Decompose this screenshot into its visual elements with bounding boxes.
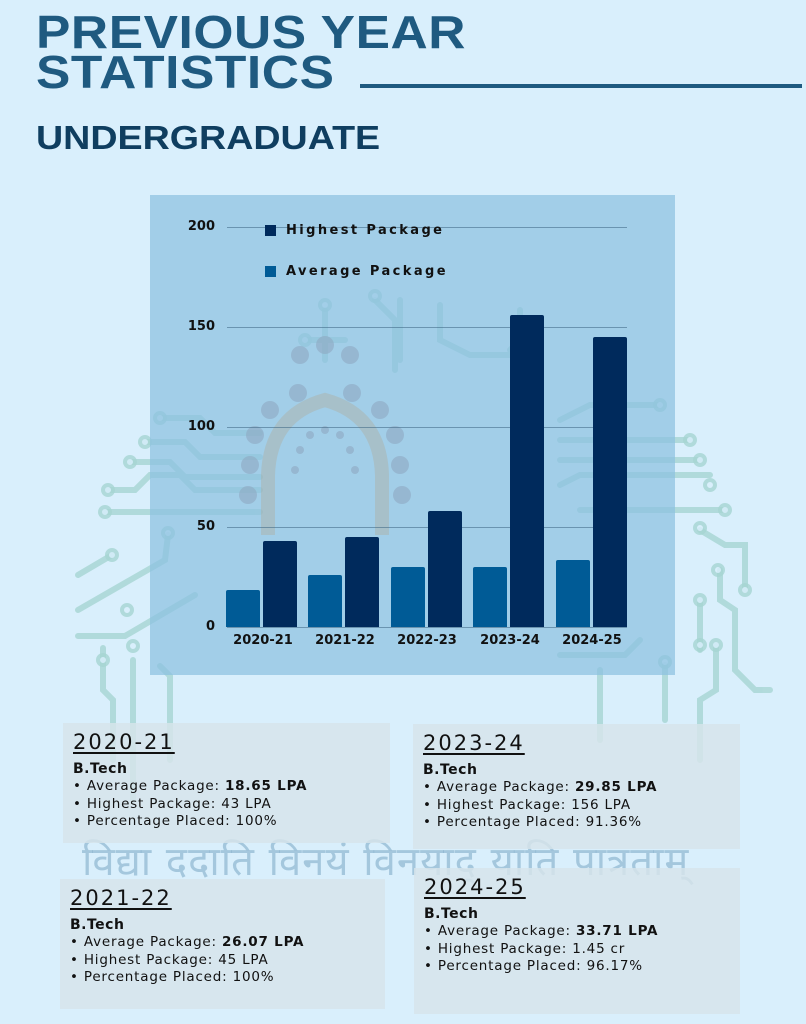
card-program: B.Tech	[423, 762, 478, 778]
y-tick-label: 0	[205, 619, 215, 634]
legend-label: Average Package	[286, 264, 448, 279]
stats-card-2024-25: 2024-25 B.Tech • Average Package: 33.71 …	[414, 868, 740, 1014]
card-year: 2024-25	[424, 875, 526, 899]
gridline	[227, 327, 627, 328]
legend-item-average: Average Package	[265, 264, 448, 279]
y-tick-label: 100	[187, 419, 215, 434]
highest-package-bar-2023-24	[510, 315, 545, 627]
card-average-package: • Average Package: 29.85 LPA	[423, 779, 658, 795]
x-tick-label: 2024-25	[562, 633, 622, 648]
card-average-package: • Average Package: 26.07 LPA	[70, 934, 305, 950]
average-package-bar-2022-23	[390, 567, 425, 627]
card-program: B.Tech	[70, 917, 125, 933]
highest-package-bar-2020-21	[263, 541, 297, 627]
stats-card-2023-24: 2023-24 B.Tech • Average Package: 29.85 …	[413, 724, 740, 849]
card-year: 2023-24	[423, 731, 525, 755]
stats-card-2021-22: 2021-22 B.Tech • Average Package: 26.07 …	[60, 879, 385, 1009]
card-average-package: • Average Package: 18.65 LPA	[73, 778, 308, 794]
legend-swatch-average	[265, 266, 276, 277]
stats-card-2020-21: 2020-21 B.Tech • Average Package: 18.65 …	[63, 723, 390, 843]
card-year: 2020-21	[73, 730, 175, 754]
card-highest-package: • Highest Package: 1.45 cr	[424, 940, 626, 957]
card-percentage-placed: • Percentage Placed: 91.36%	[423, 814, 642, 830]
y-tick-label: 50	[196, 519, 215, 534]
card-highest-package: • Highest Package: 156 LPA	[423, 796, 631, 813]
x-tick-label: 2022-23	[397, 633, 457, 648]
gridline	[227, 527, 627, 528]
average-package-bar-2024-25	[555, 559, 590, 627]
legend-swatch-highest	[265, 225, 276, 236]
highest-package-bar-2024-25	[592, 337, 627, 627]
title-line-2: STATISTICS	[36, 46, 335, 98]
gridline	[227, 427, 627, 428]
card-program: B.Tech	[73, 761, 128, 777]
bar-chart: 200 150 100 50 0 Highest Package Average…	[150, 195, 675, 675]
legend-label: Highest Package	[286, 223, 445, 238]
page-title: PREVIOUS YEAR STATISTICS	[36, 6, 467, 98]
section-subtitle: UNDERGRADUATE	[36, 119, 381, 156]
title-underline-rule	[360, 84, 802, 88]
highest-package-bar-2021-22	[345, 537, 380, 627]
gridline	[227, 227, 627, 228]
average-package-bar-2020-21	[226, 589, 260, 627]
y-tick-label: 150	[187, 319, 215, 334]
card-percentage-placed: • Percentage Placed: 100%	[73, 813, 278, 829]
title-line-1: PREVIOUS YEAR	[36, 6, 467, 58]
legend-item-highest: Highest Package	[265, 223, 444, 238]
card-percentage-placed: • Percentage Placed: 96.17%	[424, 958, 643, 974]
average-package-bar-2021-22	[308, 574, 343, 627]
gridline	[227, 627, 627, 628]
x-tick-label: 2023-24	[480, 633, 540, 648]
x-tick-label: 2020-21	[233, 633, 293, 648]
x-tick-label: 2021-22	[315, 633, 375, 648]
card-highest-package: • Highest Package: 43 LPA	[73, 795, 272, 812]
card-highest-package: • Highest Package: 45 LPA	[70, 951, 269, 968]
card-program: B.Tech	[424, 906, 479, 922]
emblem-watermark-icon	[239, 336, 411, 535]
average-package-bar-2023-24	[473, 567, 508, 627]
y-tick-label: 200	[187, 219, 215, 234]
card-average-package: • Average Package: 33.71 LPA	[424, 923, 659, 939]
card-percentage-placed: • Percentage Placed: 100%	[70, 969, 275, 985]
card-year: 2021-22	[70, 886, 172, 910]
highest-package-bar-2022-23	[427, 511, 462, 627]
